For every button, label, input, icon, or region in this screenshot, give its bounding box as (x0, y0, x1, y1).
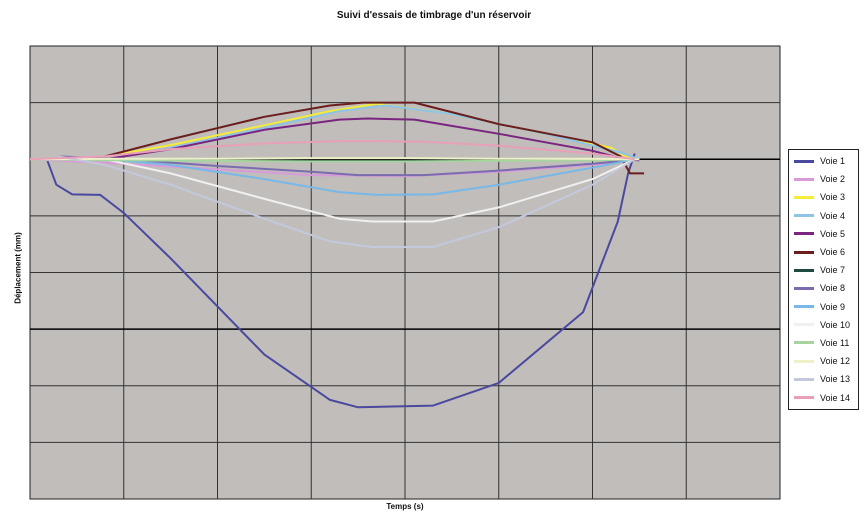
legend-swatch (794, 268, 814, 272)
legend-swatch (794, 341, 814, 345)
legend-swatch (794, 286, 814, 290)
legend-item-voie-6: Voie 6 (789, 243, 858, 261)
legend-label: Voie 8 (820, 283, 846, 294)
legend-item-voie-1: Voie 1 (789, 152, 858, 170)
legend-item-voie-10: Voie 10 (789, 316, 858, 334)
legend-swatch (794, 195, 814, 199)
legend-label: Voie 3 (820, 192, 846, 203)
legend-label: Voie 2 (820, 174, 846, 185)
legend-item-voie-13: Voie 13 (789, 370, 858, 388)
legend-label: Voie 10 (820, 319, 851, 330)
legend-item-voie-14: Voie 14 (789, 388, 858, 406)
legend-swatch (794, 377, 814, 381)
legend-item-voie-11: Voie 11 (789, 334, 858, 352)
legend-swatch (794, 214, 814, 218)
legend-item-voie-12: Voie 12 (789, 352, 858, 370)
series-line-voie-13 (57, 155, 636, 248)
legend-item-voie-4: Voie 4 (789, 207, 858, 225)
legend-label: Voie 4 (820, 210, 846, 221)
x-axis-label: Temps (s) (386, 502, 424, 511)
legend-label: Voie 12 (820, 356, 851, 367)
legend-item-voie-2: Voie 2 (789, 170, 858, 188)
series-line-voie-11 (29, 158, 640, 163)
legend-swatch (794, 177, 814, 181)
series-line-voie-9 (104, 158, 635, 196)
legend-item-voie-3: Voie 3 (789, 188, 858, 206)
legend-swatch (794, 323, 814, 327)
legend: Voie 1 Voie 2 Voie 3 Voie 4 Voie 5 Voie 6 Voie… (788, 149, 859, 410)
legend-label: Voie 1 (820, 156, 846, 167)
legend-label: Voie 5 (820, 228, 846, 239)
series-line-voie-1 (45, 153, 636, 409)
legend-item-voie-9: Voie 9 (789, 298, 858, 316)
series-line-voie-12 (29, 157, 640, 161)
legend-label: Voie 14 (820, 392, 851, 403)
legend-item-voie-7: Voie 7 (789, 261, 858, 279)
y-axis-label: Déplacement (mm) (13, 232, 23, 304)
legend-label: Voie 6 (820, 247, 846, 258)
legend-label: Voie 11 (820, 337, 850, 348)
chart-title: Suivi d'essais de timbrage d'un réservoi… (336, 10, 532, 21)
legend-swatch (794, 359, 814, 363)
legend-item-voie-5: Voie 5 (789, 225, 858, 243)
series-line-voie-10 (104, 158, 636, 223)
legend-swatch (794, 232, 814, 236)
legend-label: Voie 9 (820, 301, 846, 312)
legend-item-voie-8: Voie 8 (789, 279, 858, 297)
legend-label: Voie 7 (820, 265, 846, 276)
legend-label: Voie 13 (820, 374, 851, 385)
legend-swatch (794, 305, 814, 309)
legend-swatch (794, 250, 814, 254)
legend-swatch (794, 396, 814, 400)
series-line-voie-4 (104, 104, 640, 161)
legend-swatch (794, 159, 814, 163)
series-line-voie-14 (29, 140, 635, 161)
